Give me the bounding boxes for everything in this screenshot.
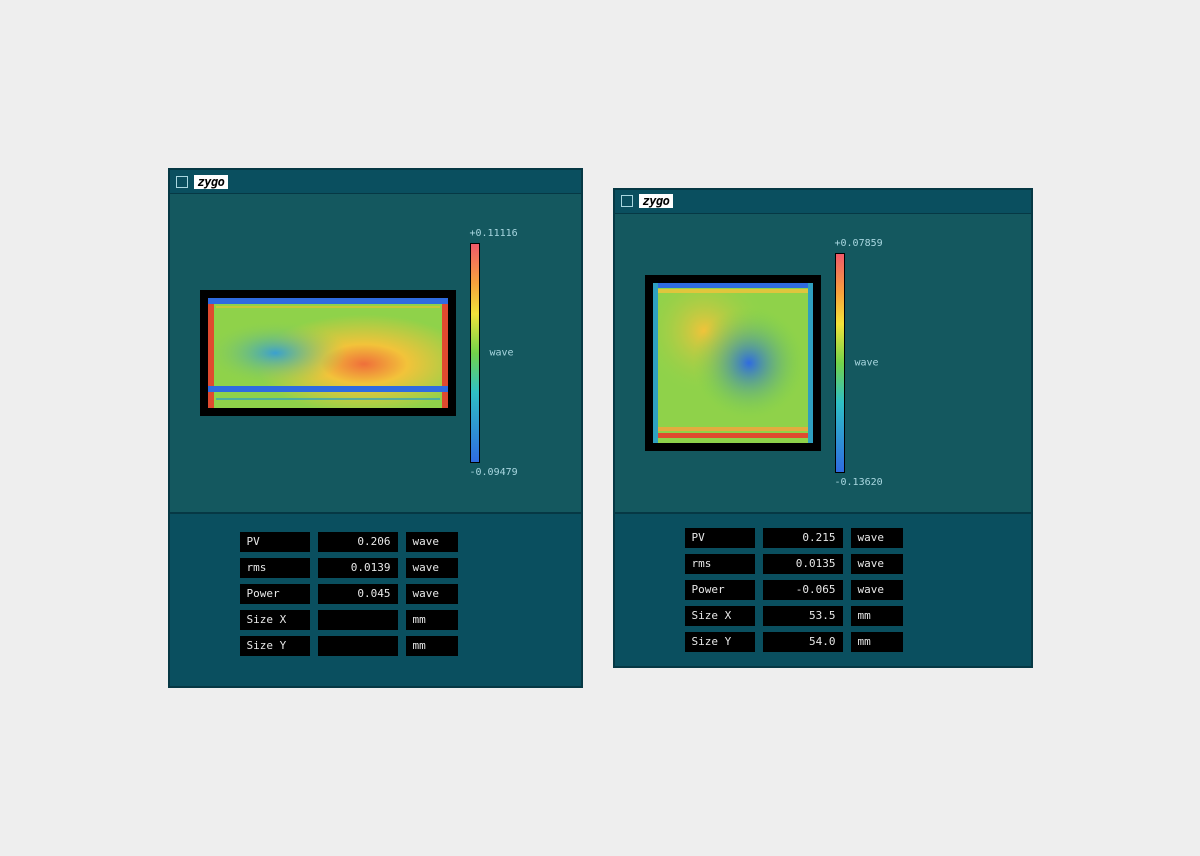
metric-unit: wave — [851, 528, 903, 548]
metric-unit: mm — [406, 610, 458, 630]
colorbar-unit-label: wave — [855, 357, 879, 368]
metrics-table-left: PV 0.206 wave rms 0.0139 wave Power 0.04… — [170, 514, 581, 686]
metric-value: 54.0 — [763, 632, 843, 652]
metric-unit: mm — [406, 636, 458, 656]
table-row: Size X 53.5 mm — [685, 606, 991, 626]
metric-unit: mm — [851, 632, 903, 652]
heatmap-left — [208, 298, 448, 408]
brand-logo: zygo — [639, 194, 674, 208]
metric-label: Size X — [685, 606, 755, 626]
metric-label: rms — [685, 554, 755, 574]
window-menu-icon[interactable] — [621, 195, 633, 207]
table-row: rms 0.0135 wave — [685, 554, 991, 574]
colorbar-min-label: -0.13620 — [835, 477, 883, 488]
metric-unit: mm — [851, 606, 903, 626]
table-row: PV 0.215 wave — [685, 528, 991, 548]
metric-value: 0.0135 — [763, 554, 843, 574]
heatmap-frame-right — [645, 275, 821, 451]
heatmap-frame-left — [200, 290, 456, 416]
table-row: Power 0.045 wave — [240, 584, 541, 604]
plot-area-right: +0.07859 -0.13620 wave — [615, 214, 1031, 514]
colorbar-gradient-icon — [470, 243, 480, 463]
interferogram-panel-right: zygo — [613, 188, 1033, 668]
metric-label: Size Y — [685, 632, 755, 652]
colorbar-right: +0.07859 -0.13620 wave — [835, 238, 883, 488]
table-row: Size Y 54.0 mm — [685, 632, 991, 652]
metric-label: Power — [685, 580, 755, 600]
colorbar-left: +0.11116 -0.09479 wave — [470, 228, 518, 478]
metric-value: 0.206 — [318, 532, 398, 552]
colorbar-gradient-icon — [835, 253, 845, 473]
metric-value: -0.065 — [763, 580, 843, 600]
metric-unit: wave — [406, 584, 458, 604]
metric-value: 0.045 — [318, 584, 398, 604]
table-row: Power -0.065 wave — [685, 580, 991, 600]
titlebar-right: zygo — [615, 190, 1031, 214]
metric-label: Size Y — [240, 636, 310, 656]
metric-value — [318, 610, 398, 630]
metric-value — [318, 636, 398, 656]
metric-unit: wave — [406, 558, 458, 578]
heatmap-right — [653, 283, 813, 443]
metric-label: rms — [240, 558, 310, 578]
colorbar-min-label: -0.09479 — [470, 467, 518, 478]
metric-label: Size X — [240, 610, 310, 630]
plot-area-left: +0.11116 -0.09479 wave — [170, 194, 581, 514]
table-row: Size Y mm — [240, 636, 541, 656]
colorbar-max-label: +0.07859 — [835, 238, 883, 249]
titlebar-left: zygo — [170, 170, 581, 194]
metric-value: 53.5 — [763, 606, 843, 626]
metric-label: Power — [240, 584, 310, 604]
metrics-table-right: PV 0.215 wave rms 0.0135 wave Power -0.0… — [615, 514, 1031, 666]
metric-unit: wave — [406, 532, 458, 552]
metric-unit: wave — [851, 580, 903, 600]
metric-value: 0.215 — [763, 528, 843, 548]
metric-value: 0.0139 — [318, 558, 398, 578]
metric-label: PV — [685, 528, 755, 548]
table-row: PV 0.206 wave — [240, 532, 541, 552]
interferogram-panel-left: zygo — [168, 168, 583, 688]
colorbar-unit-label: wave — [490, 348, 514, 359]
metric-label: PV — [240, 532, 310, 552]
brand-logo: zygo — [194, 175, 229, 189]
table-row: rms 0.0139 wave — [240, 558, 541, 578]
metric-unit: wave — [851, 554, 903, 574]
table-row: Size X mm — [240, 610, 541, 630]
window-menu-icon[interactable] — [176, 176, 188, 188]
colorbar-max-label: +0.11116 — [470, 228, 518, 239]
